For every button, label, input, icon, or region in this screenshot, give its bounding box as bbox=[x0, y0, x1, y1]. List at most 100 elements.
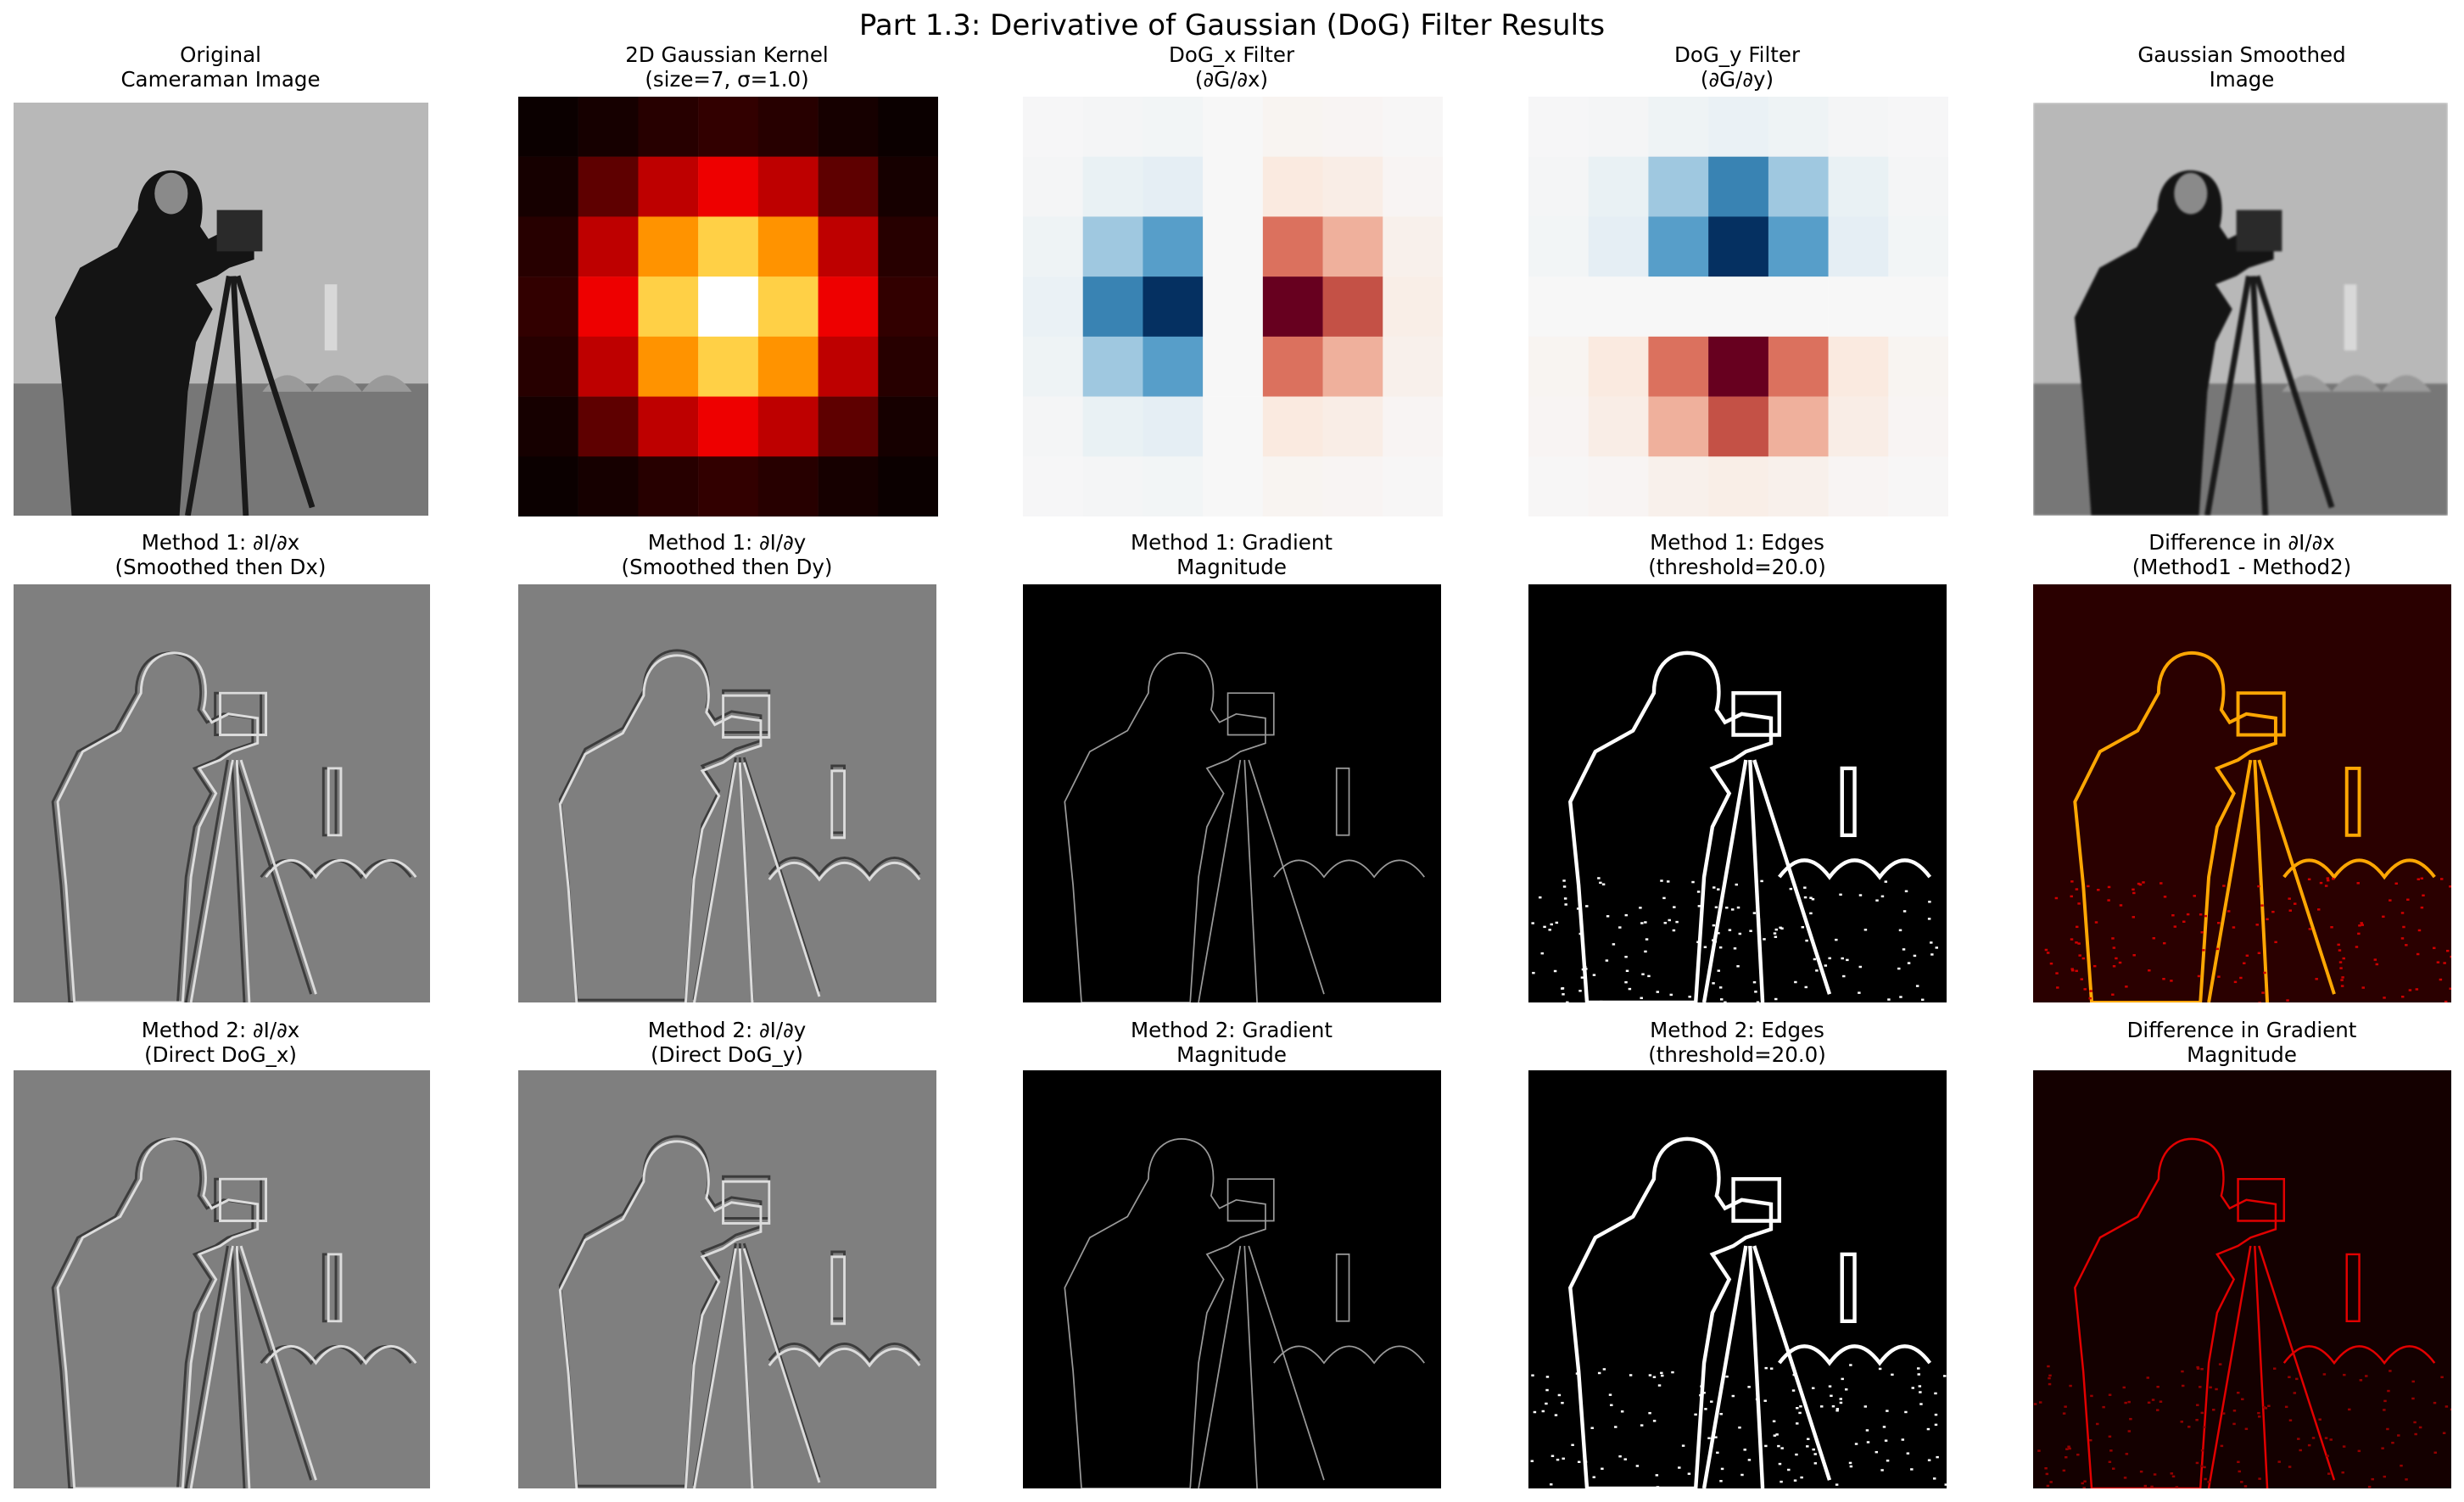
kernel-cell bbox=[818, 336, 879, 397]
noise-speck bbox=[1839, 1401, 1843, 1404]
kernel-cell bbox=[1262, 156, 1323, 217]
noise-speck bbox=[2326, 877, 2330, 879]
noise-speck bbox=[1796, 1422, 1799, 1425]
noise-speck bbox=[1641, 973, 1645, 975]
noise-speck bbox=[1673, 906, 1676, 908]
kernel-cell bbox=[1383, 97, 1443, 157]
noise-speck bbox=[1592, 1476, 1596, 1478]
difference-magnitude-image bbox=[2033, 1070, 2451, 1488]
outline bbox=[234, 1245, 312, 1481]
noise-speck bbox=[1755, 1398, 1759, 1401]
noise-speck bbox=[1624, 913, 1628, 917]
noise-speck bbox=[1878, 1367, 1882, 1371]
noise-speck bbox=[1835, 1410, 1839, 1412]
outline bbox=[830, 769, 846, 840]
noise-speck bbox=[1807, 1438, 1810, 1440]
noise-speck bbox=[1564, 903, 1567, 906]
noise-speck bbox=[2238, 1470, 2241, 1473]
noise-speck bbox=[1531, 1374, 1534, 1376]
noise-speck bbox=[1735, 883, 1739, 886]
noise-speck bbox=[1831, 1404, 1835, 1408]
noise-speck bbox=[2329, 1438, 2333, 1441]
noise-speck bbox=[1614, 1426, 1618, 1428]
kernel-cell bbox=[698, 216, 759, 277]
noise-speck bbox=[1702, 1392, 1706, 1394]
outline bbox=[2073, 650, 2277, 1002]
outline bbox=[2257, 759, 2336, 995]
outline bbox=[327, 1253, 343, 1323]
outline bbox=[265, 858, 417, 879]
noise-speck bbox=[2367, 1485, 2372, 1488]
noise-speck bbox=[2182, 920, 2186, 923]
kernel-cell bbox=[638, 336, 699, 397]
noise-speck bbox=[2440, 1376, 2444, 1379]
kernel-cell bbox=[1708, 156, 1769, 217]
outline bbox=[742, 762, 821, 997]
noise-speck bbox=[2449, 987, 2451, 990]
noise-speck bbox=[2047, 1365, 2050, 1368]
noise-speck bbox=[1747, 1459, 1752, 1461]
light-edge-layer bbox=[56, 651, 417, 1002]
noise-speck bbox=[2348, 1408, 2351, 1411]
image-canvas bbox=[1023, 584, 1441, 1002]
outline bbox=[230, 1245, 246, 1488]
kernel-cell bbox=[1888, 216, 1948, 277]
noise-speck bbox=[2263, 971, 2266, 974]
noise-speck bbox=[2200, 1465, 2204, 1467]
panel-title-line-2: (size=7, σ=1.0) bbox=[645, 67, 809, 92]
noise-speck bbox=[1865, 1429, 1869, 1432]
background bbox=[1528, 1070, 1947, 1488]
tower bbox=[324, 284, 338, 351]
noise-speck bbox=[1661, 1374, 1664, 1377]
kernel-cell bbox=[878, 156, 938, 217]
noise-speck bbox=[1714, 906, 1718, 908]
kernel-cell bbox=[1768, 276, 1829, 338]
noise-speck bbox=[2381, 1447, 2384, 1449]
outline bbox=[738, 762, 754, 1002]
noise-speck bbox=[2075, 925, 2079, 929]
kernel-cell bbox=[1082, 336, 1143, 397]
noise-speck bbox=[2132, 888, 2135, 891]
noise-speck bbox=[1904, 890, 1908, 893]
noise-speck bbox=[2371, 1477, 2374, 1481]
noise-speck bbox=[2359, 1379, 2363, 1382]
noise-speck bbox=[1640, 922, 1644, 924]
kernel-cell bbox=[1588, 156, 1649, 217]
outline bbox=[1748, 759, 1765, 1002]
noise-speck bbox=[2078, 954, 2081, 957]
noise-speck bbox=[2338, 949, 2342, 952]
noise-speck bbox=[1720, 1467, 1724, 1471]
method2-gradient-magnitude-image bbox=[1023, 1070, 1441, 1488]
kernel-cell bbox=[518, 216, 578, 277]
noise-speck bbox=[1763, 938, 1766, 941]
outline bbox=[1840, 1252, 1857, 1324]
noise-speck bbox=[1639, 907, 1642, 909]
noise-speck bbox=[2383, 997, 2386, 999]
noise-speck bbox=[2257, 1415, 2261, 1418]
kernel-cell bbox=[518, 156, 578, 217]
noise-speck bbox=[1811, 898, 1815, 901]
noise-speck bbox=[2449, 885, 2451, 888]
kernel-cell bbox=[518, 396, 578, 457]
noise-speck bbox=[1813, 1453, 1817, 1455]
outline bbox=[1731, 1176, 1782, 1223]
kernel-cell bbox=[1322, 396, 1383, 457]
noise-speck bbox=[1858, 991, 1861, 994]
image-canvas bbox=[1023, 1070, 1441, 1488]
noise-speck bbox=[2444, 1000, 2448, 1002]
noise-speck bbox=[2044, 948, 2048, 952]
outline bbox=[1335, 1254, 1350, 1322]
noise-speck bbox=[2159, 882, 2163, 885]
noise-speck bbox=[1648, 1411, 1651, 1415]
noise-speck bbox=[2307, 878, 2311, 881]
kernel-cell bbox=[878, 97, 938, 157]
noise-speck bbox=[1886, 1410, 1889, 1412]
kernel-cell bbox=[1203, 336, 1264, 397]
image-canvas bbox=[14, 584, 430, 1002]
noise-speck bbox=[1880, 1469, 1884, 1471]
noise-speck bbox=[1842, 974, 1846, 978]
kernel-cell bbox=[578, 156, 639, 217]
kernel-cell bbox=[1528, 396, 1589, 457]
noise-speck bbox=[2383, 1399, 2387, 1403]
noise-speck bbox=[1640, 997, 1643, 1000]
